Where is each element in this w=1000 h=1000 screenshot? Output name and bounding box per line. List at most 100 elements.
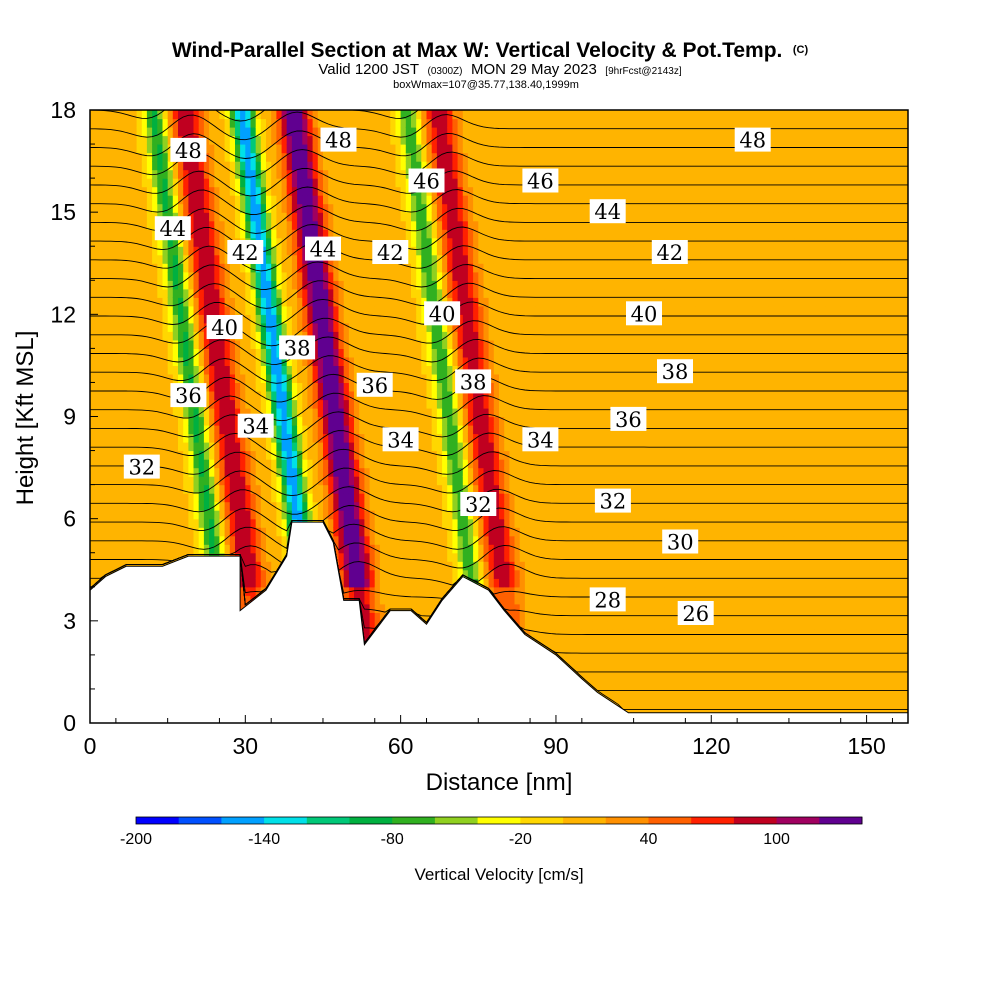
velocity-cell xyxy=(100,169,107,179)
velocity-cell xyxy=(245,118,252,128)
velocity-cell xyxy=(141,493,148,503)
velocity-cell xyxy=(141,178,148,188)
velocity-cell xyxy=(266,408,272,418)
velocity-cell xyxy=(431,484,438,494)
velocity-cell xyxy=(317,425,324,435)
velocity-cell xyxy=(183,322,189,332)
velocity-cell xyxy=(183,425,189,435)
velocity-cell xyxy=(90,263,96,273)
velocity-cell xyxy=(235,467,241,477)
velocity-cell xyxy=(312,161,319,171)
velocity-cell xyxy=(354,254,360,264)
velocity-cell xyxy=(214,348,221,358)
velocity-cell xyxy=(333,271,340,281)
velocity-cell xyxy=(343,280,350,290)
velocity-cell xyxy=(400,135,407,145)
velocity-cell xyxy=(100,569,107,579)
velocity-cell xyxy=(369,322,376,332)
velocity-cell xyxy=(203,433,210,443)
velocity-cell xyxy=(131,416,138,426)
velocity-cell xyxy=(100,271,107,281)
velocity-cell xyxy=(431,518,438,528)
velocity-cell xyxy=(188,518,195,528)
velocity-cell xyxy=(250,408,257,418)
velocity-cell xyxy=(426,493,433,503)
velocity-cell xyxy=(416,595,422,605)
velocity-cell xyxy=(348,118,355,128)
velocity-cell xyxy=(110,433,117,443)
velocity-cell xyxy=(312,356,319,366)
velocity-cell xyxy=(95,527,101,537)
velocity-cell xyxy=(369,552,376,562)
velocity-cell xyxy=(90,229,96,239)
velocity-cell xyxy=(90,356,96,366)
velocity-cell xyxy=(354,212,360,222)
velocity-cell xyxy=(229,152,236,162)
velocity-cell xyxy=(146,408,153,418)
velocity-cell xyxy=(250,127,257,137)
velocity-cell xyxy=(214,297,221,307)
velocity-cell xyxy=(172,314,179,324)
velocity-cell xyxy=(136,263,143,273)
velocity-cell xyxy=(400,484,407,494)
velocity-cell xyxy=(369,518,376,528)
velocity-cell xyxy=(131,399,138,409)
velocity-cell xyxy=(281,263,288,273)
velocity-cell xyxy=(323,271,329,281)
velocity-cell xyxy=(400,373,407,383)
velocity-cell xyxy=(229,280,236,290)
velocity-cell xyxy=(224,161,231,171)
velocity-cell xyxy=(110,501,117,511)
velocity-cell xyxy=(110,220,117,230)
velocity-cell xyxy=(317,110,324,120)
velocity-cell xyxy=(312,263,319,273)
velocity-cell xyxy=(317,195,324,205)
velocity-cell xyxy=(141,135,148,145)
velocity-cell xyxy=(146,322,153,332)
velocity-cell xyxy=(317,118,324,128)
velocity-cell xyxy=(416,450,422,460)
velocity-cell xyxy=(411,305,417,315)
velocity-cell xyxy=(436,408,443,418)
velocity-cell xyxy=(255,399,262,409)
velocity-cell xyxy=(95,237,101,247)
velocity-cell xyxy=(193,484,200,494)
velocity-cell xyxy=(421,569,428,579)
velocity-cell xyxy=(152,271,158,281)
velocity-cell xyxy=(343,229,350,239)
velocity-cell xyxy=(395,450,402,460)
velocity-cell xyxy=(178,408,184,418)
velocity-cell xyxy=(302,416,309,426)
velocity-cell xyxy=(385,493,391,503)
velocity-cell xyxy=(183,288,189,298)
velocity-cell xyxy=(354,348,360,358)
velocity-cell xyxy=(240,408,246,418)
velocity-cell xyxy=(374,118,381,128)
velocity-cell xyxy=(136,305,143,315)
velocity-cell xyxy=(276,467,283,477)
velocity-cell xyxy=(193,271,200,281)
velocity-cell xyxy=(193,118,200,128)
velocity-cell xyxy=(172,271,179,281)
velocity-cell xyxy=(266,544,272,554)
velocity-cell xyxy=(271,203,277,213)
velocity-cell xyxy=(333,220,340,230)
velocity-cell xyxy=(442,382,448,392)
velocity-cell xyxy=(183,442,189,452)
velocity-cell xyxy=(146,518,153,528)
velocity-cell xyxy=(317,169,324,179)
velocity-cell xyxy=(250,493,257,503)
velocity-cell xyxy=(136,561,143,571)
velocity-cell xyxy=(255,510,262,520)
velocity-cell xyxy=(115,195,122,205)
velocity-cell xyxy=(281,501,288,511)
velocity-cell xyxy=(369,288,376,298)
velocity-cell xyxy=(421,356,428,366)
velocity-cell xyxy=(198,246,205,256)
velocity-cell xyxy=(333,203,340,213)
velocity-cell xyxy=(172,408,179,418)
velocity-cell xyxy=(131,442,138,452)
velocity-cell xyxy=(405,356,412,366)
velocity-cell xyxy=(198,535,205,545)
velocity-cell xyxy=(245,203,252,213)
